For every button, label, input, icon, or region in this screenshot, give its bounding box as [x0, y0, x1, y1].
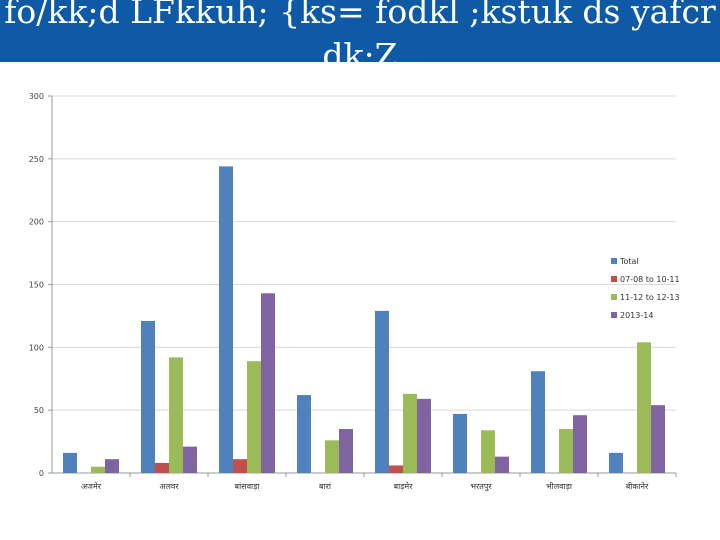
legend-entry: 07-08 to 10-11 [620, 275, 680, 284]
legend-swatch [611, 294, 617, 300]
legend-swatch [611, 258, 617, 264]
legend: Total 07-08 to 10-11 11-12 to 12-13 2013-14 [611, 257, 680, 320]
legend-swatch [611, 312, 617, 318]
x-category-label: अलवर [159, 482, 179, 491]
x-category-label: भरतपुर [470, 482, 492, 492]
y-tick-label: 50 [34, 406, 44, 415]
x-category-label: भीलवाड़ा [546, 481, 573, 491]
bars [63, 166, 665, 473]
x-category-label: अजमेर [81, 481, 102, 491]
y-tick-label: 200 [29, 218, 44, 227]
y-tick-label: 300 [29, 92, 44, 101]
bar [481, 430, 495, 473]
bar [495, 456, 509, 473]
y-tick-label: 250 [29, 155, 44, 164]
bar [219, 166, 233, 473]
slide-title-line2: dk;Z [322, 36, 398, 62]
bar [247, 361, 261, 473]
bar [375, 310, 389, 473]
y-tick-label: 100 [29, 343, 44, 352]
bar [637, 342, 651, 473]
bar [453, 413, 467, 473]
y-tick-label: 150 [29, 281, 44, 290]
bar [233, 459, 247, 473]
slide-title-line1: fo/kk;d LFkkuh; {ks= fodkl ;kstuk ds yaf… [4, 0, 716, 31]
bar [91, 466, 105, 473]
x-category-label: बांसवाड़ा [235, 482, 261, 491]
legend-entry: 11-12 to 12-13 [620, 293, 680, 302]
y-tick-labels: 0 50 100 150 200 250 300 [29, 92, 44, 478]
title-bar: fo/kk;d LFkkuh; {ks= fodkl ;kstuk ds yaf… [0, 0, 720, 62]
y-tick-label: 0 [39, 469, 44, 478]
bar [325, 440, 339, 473]
x-category-label: बाड़मेर [394, 481, 414, 491]
bar [403, 393, 417, 473]
bar [651, 405, 665, 473]
bar [339, 429, 353, 473]
x-category-label: बीकानेर [626, 481, 649, 491]
bar [609, 452, 623, 473]
bar [297, 395, 311, 473]
bar [105, 459, 119, 473]
bar [169, 357, 183, 473]
bar [183, 446, 197, 473]
x-category-labels: अजमेर अलवर बांसवाड़ा बारां बाड़मेर भरतपुर भीलव… [81, 481, 649, 492]
bar [155, 462, 169, 473]
bar [141, 320, 155, 473]
legend-entry: Total [619, 257, 639, 266]
bar [559, 429, 573, 473]
legend-swatch [611, 276, 617, 282]
bar [417, 398, 431, 473]
bar [63, 452, 77, 473]
bar [531, 371, 545, 473]
bar-chart: 0 50 100 150 200 250 300 अजमेर अलवर बांसवाड़ा बार… [29, 92, 680, 492]
bar [389, 465, 403, 473]
legend-entry: 2013-14 [620, 311, 653, 320]
gridlines [48, 95, 676, 474]
bar [573, 415, 587, 473]
x-category-label: बारां [319, 482, 332, 491]
bar [261, 293, 275, 473]
